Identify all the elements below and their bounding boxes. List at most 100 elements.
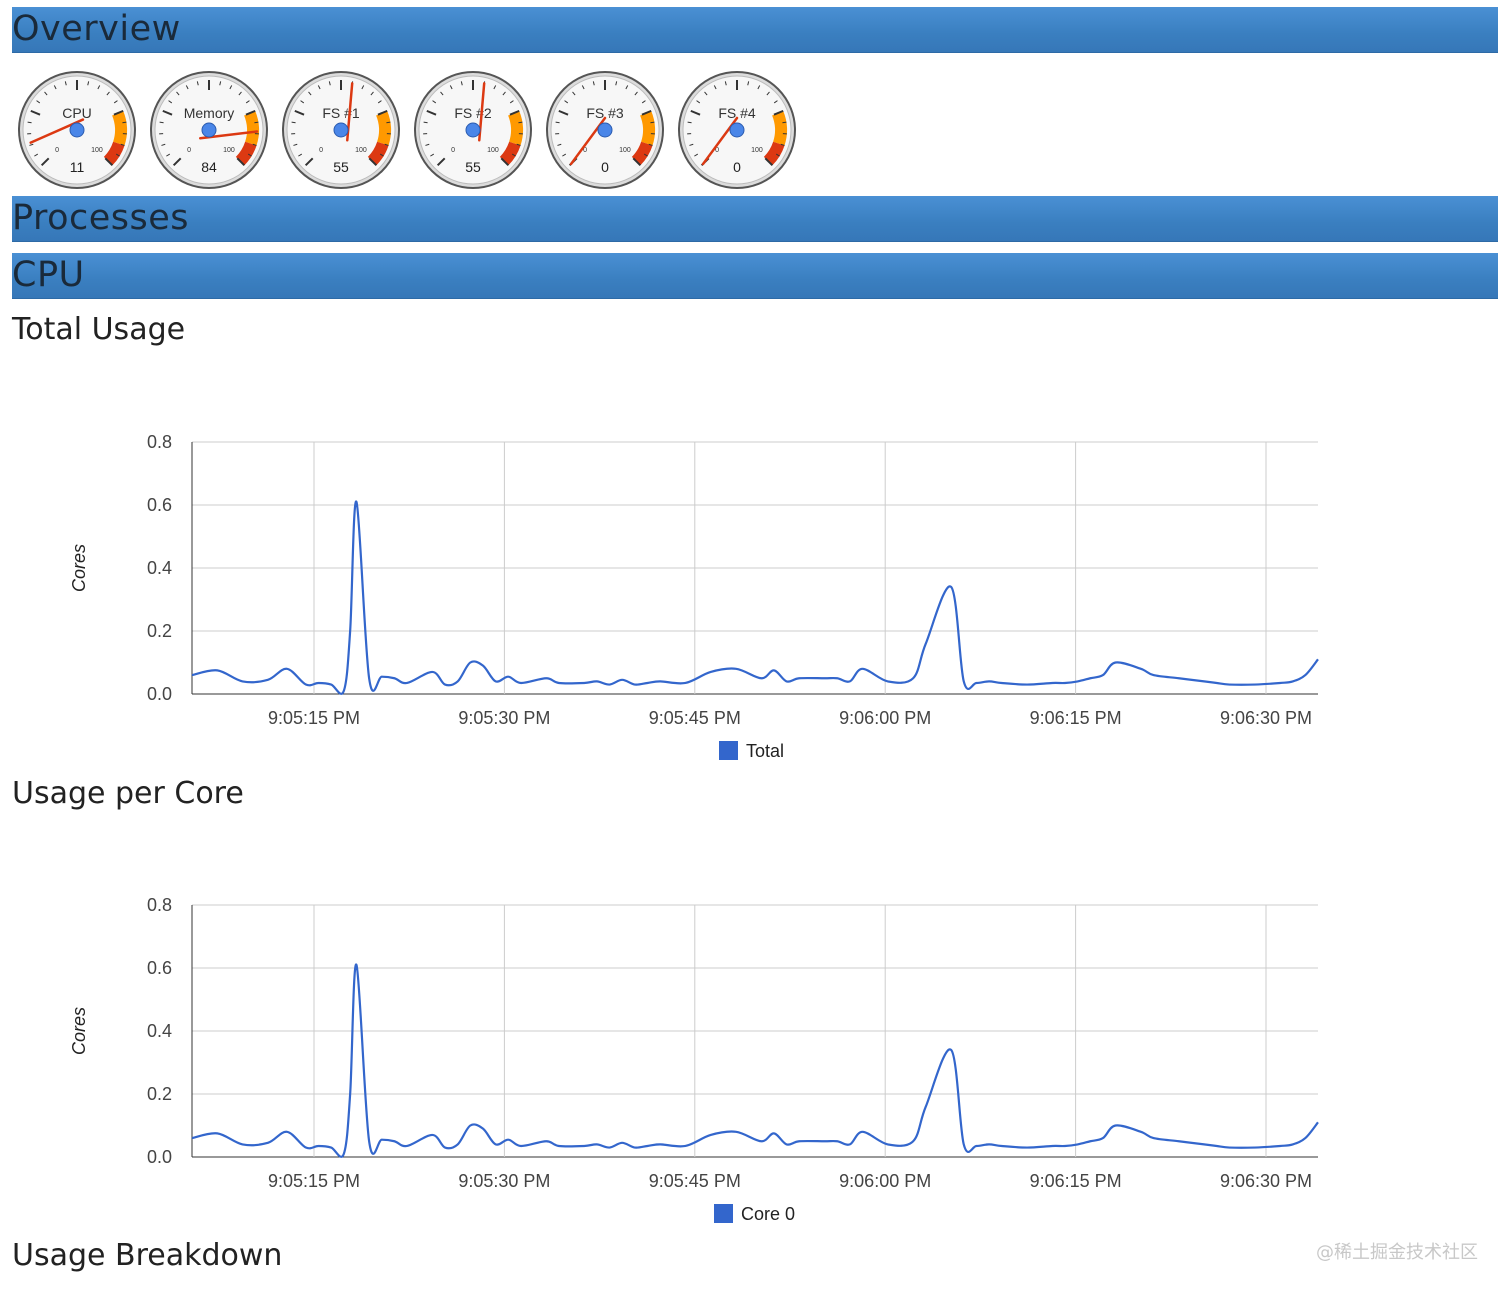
x-tick-label: 9:06:00 PM	[839, 708, 931, 728]
gauge-tick	[36, 100, 41, 104]
x-tick-label: 9:05:45 PM	[649, 708, 741, 728]
x-tick-label: 9:05:45 PM	[649, 1171, 741, 1191]
gauge-min-label: 0	[319, 147, 323, 154]
gauge-tick	[236, 157, 246, 167]
gauge-value: 0	[601, 159, 609, 175]
gauge-tick	[757, 85, 761, 90]
gauge-tick	[361, 85, 365, 90]
gauge-tick	[713, 85, 717, 90]
y-tick-label: 0.6	[147, 495, 172, 515]
gauge-tick	[300, 100, 305, 104]
gauge-tick	[308, 91, 312, 96]
gauge-tick	[766, 91, 770, 96]
gauge-tick	[162, 109, 173, 116]
gauge-tick	[166, 153, 171, 157]
y-tick-label: 0.8	[147, 895, 172, 915]
gauge-tick	[773, 109, 784, 116]
gauge-tick	[294, 109, 305, 116]
y-tick-label: 0.2	[147, 1084, 172, 1104]
gauge-tick	[747, 81, 750, 86]
gauge-tick	[592, 81, 595, 86]
gauge-label: Memory	[184, 105, 235, 121]
gauge-needle-hub	[69, 122, 85, 138]
gauge-tick	[782, 121, 787, 124]
gauge-tick	[511, 153, 516, 157]
gauge-needle-hub	[333, 122, 349, 138]
gauge-tick	[572, 91, 576, 96]
usage-per-core-chart: 0.8 0.6 0.4 0.2 0.0 9:05:15 PM 9:05:30 PM 9:05:…	[69, 895, 1319, 1224]
gauge-tick	[245, 109, 256, 116]
y-axis-label: Cores	[69, 544, 89, 592]
gauge-tick	[161, 143, 166, 146]
heading-total-usage: Total Usage	[12, 312, 186, 347]
gauge-danger-band	[763, 141, 785, 166]
gauge-min-label: 0	[451, 147, 455, 154]
gauge-tick	[34, 153, 39, 157]
gauge-danger-band	[235, 141, 257, 166]
gauge-tick	[176, 91, 180, 96]
gauge-label: FS #4	[718, 105, 756, 121]
y-tick-label: 0.0	[147, 1147, 172, 1167]
section-title-processes: Processes	[12, 198, 190, 238]
gauge-tick	[229, 85, 233, 90]
total-usage-chart: 0.8 0.6 0.4 0.2 0.0 9:05:15 PM 9:05:30 PM 9:05:…	[69, 432, 1319, 761]
legend-swatch	[714, 1204, 733, 1223]
gauge-max-label: 100	[619, 147, 631, 154]
gauge-tick	[426, 109, 437, 116]
section-bar-cpu[interactable]: CPU	[12, 253, 1498, 299]
section-bar-overview[interactable]: Overview	[12, 7, 1498, 53]
gauge-tick	[328, 81, 331, 86]
gauge-tick	[122, 121, 127, 124]
gauge-tick	[40, 157, 50, 167]
gauge-tick	[219, 81, 222, 86]
gauge-tick	[247, 153, 252, 157]
gauge: 0 100 FS #3 0	[546, 71, 664, 189]
legend-swatch	[719, 741, 738, 760]
gauge-tick	[425, 143, 430, 146]
section-title-cpu: CPU	[12, 255, 85, 295]
gauge-tick	[641, 109, 652, 116]
gauge-tick	[168, 100, 173, 104]
x-tick-label: 9:05:30 PM	[458, 1171, 550, 1191]
x-tick-label: 9:06:30 PM	[1220, 708, 1312, 728]
gauge-tick	[764, 157, 774, 167]
heading-usage-per-core: Usage per Core	[12, 776, 244, 811]
gauge-warning-band	[772, 110, 787, 146]
gauge-value: 55	[333, 159, 349, 175]
gauge-tick	[440, 91, 444, 96]
gauge-tick	[704, 91, 708, 96]
gauge-tick	[687, 121, 692, 124]
gauge-tick	[557, 143, 562, 146]
gauge-tick	[502, 91, 506, 96]
gauge-value: 0	[733, 159, 741, 175]
gauge-tick	[509, 109, 520, 116]
x-tick-label: 9:05:30 PM	[458, 708, 550, 728]
gauge: 0 100 CPU 11	[18, 71, 136, 189]
gauge-danger-band	[367, 141, 389, 166]
gauge-needle-hub	[597, 122, 613, 138]
gauge-tick	[634, 91, 638, 96]
gauge-tick	[690, 109, 701, 116]
gauge-tick	[775, 153, 780, 157]
x-tick-label: 9:06:30 PM	[1220, 1171, 1312, 1191]
gauge-tick	[252, 143, 257, 146]
gauge-tick	[581, 85, 585, 90]
series-line	[191, 963, 1319, 1158]
heading-usage-breakdown: Usage Breakdown	[12, 1238, 283, 1273]
gauge-needle-hub	[729, 122, 745, 138]
gauge-tick	[185, 85, 189, 90]
gauge-tick	[254, 121, 259, 124]
gauge: 0 100 FS #2 55	[414, 71, 532, 189]
gauge-tick	[304, 157, 314, 167]
gauge-tick	[27, 121, 32, 124]
gauges-panel: 0 100 CPU 11 0 100 Memory 84 0 100 FS #1 55 0 100 FS #…	[18, 71, 796, 189]
gauge-tick	[196, 81, 199, 86]
gauge-tick	[293, 143, 298, 146]
section-bar-processes[interactable]: Processes	[12, 196, 1498, 242]
gauge-tick	[694, 153, 699, 157]
y-tick-label: 0.4	[147, 1021, 172, 1041]
gauge-tick	[245, 100, 250, 104]
gauge-danger-band	[499, 141, 521, 166]
gauge-tick	[632, 157, 642, 167]
gauge-tick	[509, 100, 514, 104]
